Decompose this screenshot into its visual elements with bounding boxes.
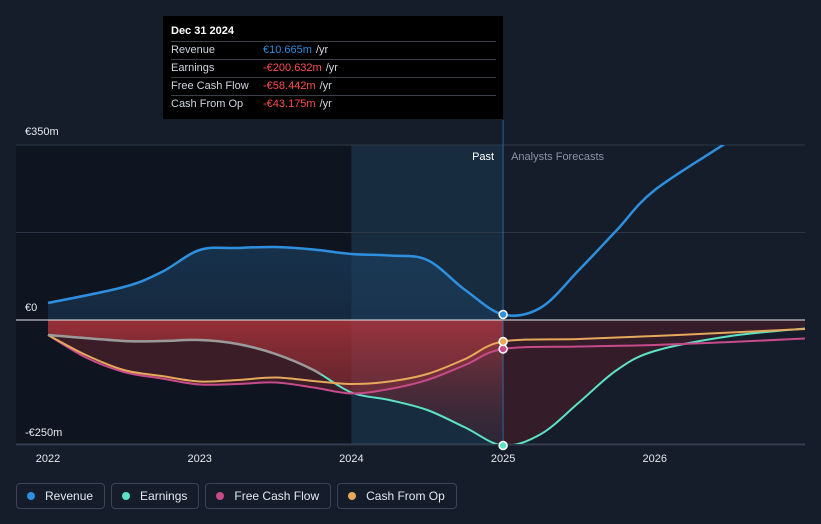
legend-label: Earnings xyxy=(140,489,188,503)
tooltip-row-free-cash-flow: Free Cash Flow -€58.442m /yr xyxy=(171,77,496,95)
tooltip-row-earnings: Earnings -€200.632m /yr xyxy=(171,59,496,77)
tooltip-date: Dec 31 2024 xyxy=(171,25,234,37)
tooltip-label: Cash From Op xyxy=(171,98,244,110)
tooltip-value: -€43.175m xyxy=(263,98,316,110)
tooltip-label: Revenue xyxy=(171,44,216,56)
cash-from-op-dot-icon xyxy=(348,492,357,500)
x-tick-label: 2023 xyxy=(187,453,211,465)
earnings-area xyxy=(48,320,504,444)
x-tick-label: 2024 xyxy=(339,453,363,465)
y-tick-label: €0 xyxy=(25,302,37,314)
legend-item-earnings[interactable]: Earnings xyxy=(111,483,200,509)
y-tick-label: €350m xyxy=(25,126,59,138)
legend-label: Free Cash Flow xyxy=(234,489,320,503)
revenue-line xyxy=(47,145,726,317)
revenue-dot-icon xyxy=(27,492,35,500)
legend-label: Revenue xyxy=(45,489,94,503)
free-cash-flow-dot-icon xyxy=(216,492,225,500)
forecast-label: Analysts Forecasts xyxy=(511,151,604,163)
tooltip-label: Free Cash Flow xyxy=(171,80,249,92)
tooltip-unit: /yr xyxy=(319,98,332,110)
tooltip-label: Earnings xyxy=(171,62,215,74)
legend-item-free-cash-flow[interactable]: Free Cash Flow xyxy=(205,483,332,509)
past-label: Past xyxy=(472,151,494,163)
tooltip-row-cash-from-op: Cash From Op -€43.175m /yr xyxy=(171,95,496,113)
tooltip-value: -€200.632m xyxy=(263,62,322,74)
x-tick-label: 2025 xyxy=(491,453,515,465)
legend-item-revenue[interactable]: Revenue xyxy=(16,483,106,509)
tooltip-unit: /yr xyxy=(319,80,332,92)
tooltip-value: €10.665m xyxy=(263,44,312,56)
tooltip-value: -€58.442m xyxy=(263,80,316,92)
earnings-dot-icon xyxy=(122,492,131,500)
x-tick-label: 2026 xyxy=(643,453,667,465)
y-tick-label: -€250m xyxy=(25,427,62,439)
legend: Revenue Earnings Free Cash Flow Cash Fro… xyxy=(16,483,457,509)
earnings-marker xyxy=(498,440,508,451)
revenue-area xyxy=(48,246,504,320)
legend-item-cash-from-op[interactable]: Cash From Op xyxy=(337,483,457,509)
tooltip-unit: /yr xyxy=(325,62,338,74)
x-tick-label: 2022 xyxy=(36,453,60,465)
free-cash-flow-line xyxy=(47,334,805,395)
revenue-marker xyxy=(498,309,508,320)
tooltip-unit: /yr xyxy=(315,44,329,56)
earnings-forecast-area xyxy=(503,320,805,444)
cash-from-op-marker xyxy=(498,336,508,347)
earnings-line-early xyxy=(47,333,322,376)
tooltip-row-revenue: Revenue €10.665m /yr xyxy=(171,41,496,59)
tooltip: Dec 31 2024 Revenue €10.665m /yr Earning… xyxy=(163,16,503,119)
cash-from-op-line xyxy=(47,328,805,386)
legend-label: Cash From Op xyxy=(366,489,445,503)
early-lines xyxy=(47,333,322,376)
forecast-area-group xyxy=(503,320,805,444)
